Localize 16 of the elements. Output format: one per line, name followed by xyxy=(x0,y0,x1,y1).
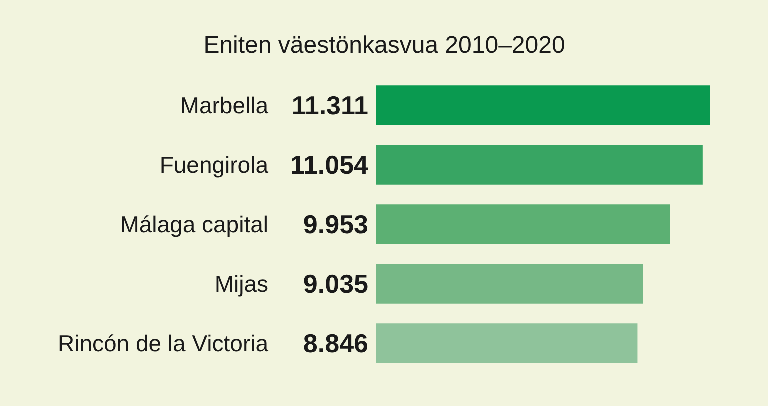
y-tick-label: Marbella xyxy=(180,92,269,118)
data-label: 9.035 xyxy=(303,269,369,299)
y-tick-label: Rincón de la Victoria xyxy=(58,330,269,356)
bar xyxy=(376,145,703,185)
bar xyxy=(376,86,710,126)
data-label: 8.846 xyxy=(303,328,369,358)
data-label: 11.054 xyxy=(290,150,370,180)
bar xyxy=(376,324,638,364)
y-tick-label: Málaga capital xyxy=(120,212,269,238)
chart-title: Eniten väestönkasvua 2010–2020 xyxy=(204,32,566,59)
data-label: 11.311 xyxy=(292,90,368,120)
y-tick-label: Mijas xyxy=(214,271,268,297)
bar xyxy=(376,264,644,304)
bar xyxy=(376,204,670,244)
y-tick-label: Fuengirola xyxy=(160,152,269,178)
data-label: 9.953 xyxy=(303,210,369,240)
